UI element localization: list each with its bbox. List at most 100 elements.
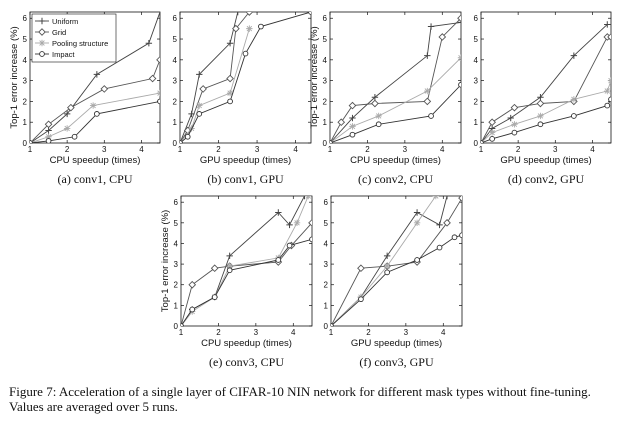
x-tick-label: 1 — [179, 328, 184, 337]
legend-marker-grid — [38, 28, 46, 36]
data-point-uniform — [45, 127, 52, 134]
data-point-uniform — [424, 52, 431, 59]
data-point-uniform — [427, 23, 435, 30]
data-point-pooling-structure — [89, 102, 97, 109]
data-point-grid — [100, 85, 109, 93]
data-point-uniform — [604, 21, 611, 28]
y-tick-label: 2 — [324, 281, 329, 290]
series-line-pooling-structure — [180, 28, 250, 143]
data-point-grid — [371, 99, 379, 108]
data-point-impact — [608, 96, 611, 103]
data-point-impact — [45, 138, 52, 143]
y-tick-label: 3 — [324, 260, 329, 269]
subplot-caption: (f) conv3, GPU — [359, 355, 434, 369]
data-point-impact — [180, 140, 183, 143]
series-line-grid — [180, 12, 250, 143]
data-point-impact — [384, 269, 390, 276]
plot-frame — [29, 11, 161, 144]
y-tick-label: 1 — [174, 301, 179, 310]
x-axis-label: CPU speedup (times) — [201, 338, 292, 349]
y-tick-label: 4 — [23, 56, 28, 65]
subplot-caption: (e) conv3, CPU — [209, 355, 284, 369]
subplot-caption: (d) conv2, GPU — [508, 172, 585, 186]
y-tick-label: 1 — [474, 118, 479, 127]
series-group — [180, 12, 311, 143]
data-point-pooling-structure — [424, 87, 431, 95]
y-tick-label: 5 — [474, 35, 479, 44]
data-point-impact — [181, 323, 184, 326]
data-point-uniform — [301, 196, 308, 200]
data-point-grid — [607, 33, 611, 41]
data-point-pooling-structure — [537, 112, 544, 120]
data-point-uniform — [156, 12, 160, 16]
series-line-pooling-structure — [330, 57, 461, 143]
x-tick-label: 3 — [553, 145, 558, 154]
y-tick-label: 2 — [173, 97, 178, 106]
data-point-pooling-structure — [63, 125, 71, 132]
series-line-grid — [331, 197, 462, 326]
data-point-uniform — [226, 39, 234, 47]
data-point-grid — [199, 85, 207, 93]
legend-label-pooling-structure: Pooling structure — [52, 39, 108, 48]
series-line-uniform — [330, 21, 461, 143]
y-tick-label: 0 — [173, 139, 178, 148]
y-tick-label: 5 — [324, 219, 329, 228]
x-tick-label: 1 — [479, 145, 484, 154]
legend-label-impact: Impact — [52, 50, 75, 59]
data-point-uniform — [234, 12, 241, 16]
data-point-pooling-structure — [246, 25, 253, 32]
y-tick-label: 4 — [474, 56, 479, 65]
legend-marker-impact — [39, 51, 45, 57]
series-line-uniform — [180, 12, 250, 143]
y-tick-label: 0 — [474, 139, 479, 148]
data-point-uniform — [349, 114, 356, 122]
data-point-grid — [423, 97, 432, 106]
data-point-impact — [184, 133, 191, 140]
y-tick-label: 6 — [324, 198, 329, 207]
data-point-pooling-structure — [607, 77, 611, 84]
data-point-grid — [488, 118, 496, 127]
data-point-pooling-structure — [432, 196, 439, 200]
data-point-impact — [414, 257, 420, 263]
y-tick-label: 0 — [174, 322, 179, 331]
series-group — [331, 196, 462, 326]
y-tick-label: 0 — [324, 322, 329, 331]
data-point-pooling-structure — [383, 262, 391, 270]
data-point-uniform — [371, 94, 379, 101]
data-point-impact — [330, 140, 333, 143]
x-tick-label: 3 — [404, 328, 409, 337]
data-point-impact — [571, 113, 577, 119]
y-tick-label: 2 — [174, 281, 179, 290]
y-tick-label: 1 — [323, 118, 328, 127]
y-tick-label: 6 — [23, 14, 28, 23]
x-tick-label: 4 — [440, 145, 445, 154]
x-tick-label: 4 — [139, 145, 144, 154]
x-tick-label: 1 — [329, 328, 334, 337]
y-axis-label: Top-1 error increase (%) — [160, 210, 171, 312]
data-point-impact — [459, 232, 462, 239]
data-point-grid — [67, 103, 75, 112]
plot-frame — [180, 195, 313, 327]
series-group — [330, 14, 461, 143]
data-point-uniform — [196, 71, 203, 78]
y-tick-label: 6 — [173, 14, 178, 23]
y-tick-label: 4 — [174, 239, 179, 248]
data-point-pooling-structure — [293, 219, 301, 227]
series-line-uniform — [30, 12, 160, 143]
x-tick-label: 3 — [254, 328, 259, 337]
data-point-impact — [227, 98, 233, 105]
data-point-grid — [357, 264, 365, 273]
data-point-impact — [275, 257, 282, 263]
data-point-uniform — [443, 196, 451, 200]
data-point-uniform — [93, 71, 101, 78]
x-tick-label: 2 — [216, 145, 221, 154]
y-tick-label: 4 — [173, 56, 178, 65]
data-point-impact — [196, 111, 203, 117]
series-group — [481, 21, 611, 143]
series-group — [181, 196, 312, 326]
x-axis-label: GPU speedup (times) — [200, 155, 291, 166]
y-tick-label: 6 — [174, 198, 179, 207]
data-point-impact — [331, 323, 334, 326]
series-line-grid — [30, 59, 160, 143]
